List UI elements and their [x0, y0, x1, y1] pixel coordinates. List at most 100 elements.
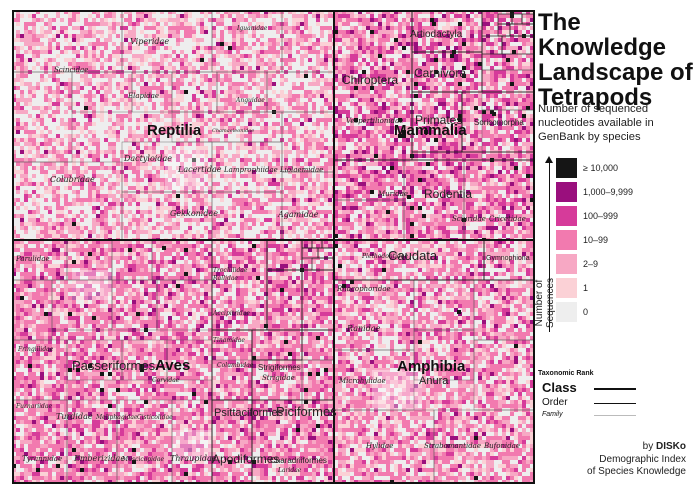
species-cell [220, 98, 224, 102]
species-cell [164, 130, 168, 134]
species-cell [244, 30, 248, 34]
species-cell [386, 122, 390, 126]
species-cell [216, 214, 220, 218]
species-cell [446, 82, 450, 86]
species-cell [104, 90, 108, 94]
species-cell [164, 18, 168, 22]
species-cell [60, 90, 64, 94]
species-cell [100, 210, 104, 214]
species-cell [284, 162, 288, 166]
species-cell [378, 106, 382, 110]
species-cell [180, 38, 184, 42]
species-cell [350, 182, 354, 186]
species-cell [338, 26, 342, 30]
species-cell [52, 222, 56, 226]
species-cell [136, 166, 140, 170]
species-cell [100, 214, 104, 218]
species-cell [224, 106, 228, 110]
species-cell [418, 94, 422, 98]
species-cell [382, 122, 386, 126]
species-cell [350, 74, 354, 78]
species-cell [430, 202, 434, 206]
species-cell [192, 122, 196, 126]
species-cell [490, 66, 494, 70]
species-cell [490, 46, 494, 50]
species-cell [92, 154, 96, 158]
species-cell [366, 174, 370, 178]
species-cell [406, 178, 410, 182]
species-cell [232, 114, 236, 118]
species-cell [180, 142, 184, 146]
species-cell [510, 66, 514, 70]
species-cell [518, 174, 522, 178]
species-cell [204, 150, 208, 154]
species-cell [68, 22, 72, 26]
species-cell [56, 234, 60, 238]
species-cell [490, 202, 494, 206]
species-cell [366, 114, 370, 118]
species-cell [414, 26, 418, 30]
species-cell [40, 106, 44, 110]
species-cell [256, 62, 260, 66]
species-cell [92, 66, 96, 70]
species-cell [296, 18, 300, 22]
species-cell [276, 182, 280, 186]
species-cell [284, 158, 288, 162]
species-cell [458, 174, 462, 178]
species-cell [260, 66, 264, 70]
species-cell [362, 102, 366, 106]
species-cell [192, 58, 196, 62]
species-cell [422, 134, 426, 138]
species-cell [334, 182, 338, 186]
species-cell [328, 198, 332, 202]
species-cell [116, 98, 120, 102]
species-cell [430, 170, 434, 174]
species-cell [346, 22, 350, 26]
species-cell [490, 162, 494, 166]
species-cell [434, 106, 438, 110]
species-cell [446, 154, 450, 158]
species-cell [20, 66, 24, 70]
species-cell [104, 234, 108, 238]
species-cell [200, 206, 204, 210]
species-cell [112, 198, 116, 202]
species-cell [518, 62, 522, 66]
species-cell [76, 122, 80, 126]
species-cell [244, 18, 248, 22]
species-cell [84, 66, 88, 70]
species-cell [168, 106, 172, 110]
species-cell [450, 118, 454, 122]
species-cell [116, 230, 120, 234]
species-cell [112, 122, 116, 126]
species-cell [168, 198, 172, 202]
species-cell [406, 86, 410, 90]
species-cell [200, 138, 204, 142]
species-cell [20, 178, 24, 182]
species-cell [370, 142, 374, 146]
species-cell [56, 54, 60, 58]
species-cell [502, 94, 506, 98]
species-cell [180, 14, 184, 18]
species-cell [128, 130, 132, 134]
species-cell [434, 182, 438, 186]
species-cell [188, 26, 192, 30]
species-cell [268, 106, 272, 110]
species-cell [68, 82, 72, 86]
species-cell [438, 142, 442, 146]
species-cell [244, 222, 248, 226]
species-cell [418, 34, 422, 38]
species-cell [304, 14, 308, 18]
species-cell [184, 154, 188, 158]
species-cell [120, 82, 124, 86]
species-cell [324, 54, 328, 58]
species-cell [148, 150, 152, 154]
species-cell [454, 102, 458, 106]
species-cell [490, 190, 494, 194]
species-cell [60, 222, 64, 226]
species-cell [494, 102, 498, 106]
species-cell [474, 198, 478, 202]
species-cell [470, 106, 474, 110]
species-cell [192, 174, 196, 178]
species-cell [490, 50, 494, 54]
species-cell [374, 154, 378, 158]
